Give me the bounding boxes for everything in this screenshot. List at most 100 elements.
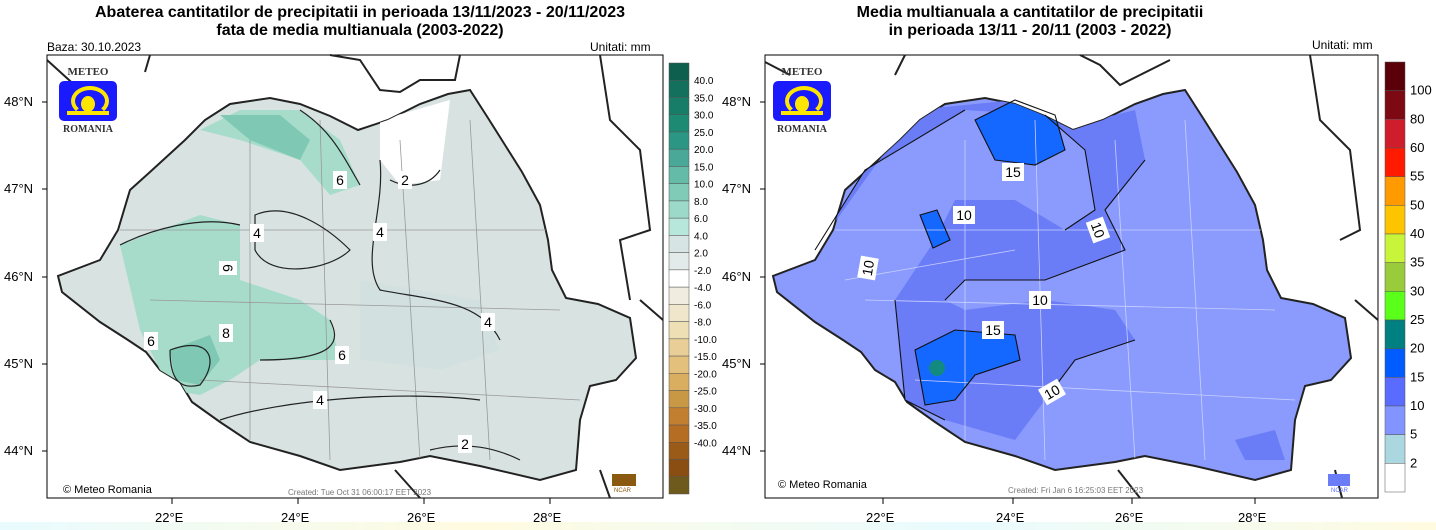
colorbar-swatch <box>668 407 690 426</box>
colorbar-label: -2.0 <box>694 266 712 277</box>
lon-label: 22°E <box>155 510 184 525</box>
colorbar-label: 100 <box>1410 83 1432 98</box>
colorbar-label: 20.0 <box>694 145 714 156</box>
colorbar-label: 60 <box>1410 140 1424 155</box>
contour-label: 2 <box>401 172 409 188</box>
colorbar-swatch <box>668 424 690 443</box>
colorbar-swatch <box>668 114 690 133</box>
contour-label: 4 <box>253 225 261 241</box>
colorbar-label: 20 <box>1410 341 1424 356</box>
contour-label: 10 <box>1041 381 1063 403</box>
colorbar-swatch <box>668 79 690 98</box>
contour-label: 10 <box>859 259 877 277</box>
colorbar-swatch <box>668 321 690 340</box>
colorbar-swatch <box>668 252 690 271</box>
left-map: 6 2 4 4 6 8 6 6 4 4 2 <box>42 54 664 504</box>
logo-bottom-text: ROMANIA <box>63 124 113 135</box>
lat-label: 45°N <box>4 356 34 371</box>
left-title-line1: Abaterea cantitatilor de precipitatii in… <box>94 4 626 21</box>
lon-label: 28°E <box>1238 510 1267 525</box>
left-contours <box>119 109 521 461</box>
colorbar-label: -20.0 <box>694 369 717 380</box>
lon-label: 26°E <box>1115 510 1144 525</box>
colorbar-swatch <box>1384 405 1406 435</box>
colorbar-swatch <box>1384 262 1406 292</box>
colorbar-swatch <box>668 269 690 288</box>
colorbar-label: 8.0 <box>694 197 708 208</box>
colorbar-label: 15.0 <box>694 162 714 173</box>
ncar-text-left: NCAR <box>614 488 632 494</box>
left-colorbar: 40.0 35.0 30.0 25.0 20.0 15.0 10.0 8.0 6.0 4.0 2.0… <box>668 62 717 495</box>
neighbor-borders <box>46 54 664 499</box>
logo-icon <box>773 81 831 121</box>
colorbar-label: 2.0 <box>694 249 708 260</box>
colorbar-label: 10.0 <box>694 180 714 191</box>
contour-label: 4 <box>376 224 384 240</box>
colorbar-swatch <box>1384 176 1406 206</box>
colorbar-swatch <box>1384 61 1406 91</box>
meteo-logo-left: METEO ROMANIA <box>56 66 120 135</box>
colorbar-label: -40.0 <box>694 438 717 449</box>
contour-label: 10 <box>1088 220 1108 240</box>
contour-label: 6 <box>336 172 344 188</box>
contour-label: 4 <box>484 314 492 330</box>
colorbar-swatch <box>1384 147 1406 177</box>
ncar-logo-left <box>612 474 636 486</box>
contour-label: 4 <box>316 392 324 408</box>
colorbar-swatch <box>1384 319 1406 349</box>
logo-icon <box>59 81 117 121</box>
created-right: Created: Fri Jan 6 16:25:03 EET 2023 <box>1008 486 1144 495</box>
created-left: Created: Tue Oct 31 06:00:17 EET 2023 <box>288 488 432 497</box>
lat-label: 44°N <box>722 443 752 458</box>
colorbar-swatch <box>668 476 690 495</box>
contour-label: 15 <box>1005 164 1021 180</box>
colorbar-label: -25.0 <box>694 387 717 398</box>
colorbar-label: 4.0 <box>694 231 708 242</box>
right-colorbar: 100 80 60 55 50 40 35 30 25 20 15 10 5 2 <box>1384 61 1432 493</box>
colorbar-label: 80 <box>1410 111 1424 126</box>
colorbar-swatch <box>1384 434 1406 464</box>
colorbar-swatch <box>1384 205 1406 235</box>
colorbar-swatch <box>668 355 690 374</box>
lat-label: 45°N <box>722 356 752 371</box>
colorbar-swatch <box>668 183 690 202</box>
logo-top-text: METEO <box>781 66 823 78</box>
colorbar-label: 40 <box>1410 226 1424 241</box>
colorbar-swatch <box>668 97 690 115</box>
colorbar-swatch <box>668 217 690 236</box>
colorbar-swatch <box>668 286 690 305</box>
left-units-label: Unitati: mm <box>590 40 651 54</box>
lon-label: 22°E <box>866 510 895 525</box>
colorbar-label: 10 <box>1410 398 1424 413</box>
ncar-text-right: NCAR <box>1331 488 1349 494</box>
copyright-right: © Meteo Romania <box>778 479 867 491</box>
colorbar-swatch <box>1384 377 1406 407</box>
colorbar-label: 40.0 <box>694 76 714 87</box>
colorbar-label: 30.0 <box>694 111 714 122</box>
colorbar-swatch <box>1384 463 1406 493</box>
colorbar-swatch <box>668 62 690 81</box>
colorbar-swatch <box>1384 233 1406 263</box>
base-date-label: Baza: 30.10.2023 <box>47 40 142 54</box>
colorbar-label: 50 <box>1410 197 1424 212</box>
contour-label: 6 <box>147 333 155 349</box>
left-anomaly-areas <box>60 90 581 461</box>
colorbar-swatch <box>668 235 690 253</box>
colorbar-label: -35.0 <box>694 421 717 432</box>
romania-right <box>772 89 1352 481</box>
colorbar-label: 6.0 <box>694 214 708 225</box>
right-contour-labels: 15 10 10 10 10 15 10 <box>857 163 1111 406</box>
left-title-line2: fata de media multianuala (2003-2022) <box>216 22 504 39</box>
logo-bottom-text: ROMANIA <box>777 124 827 135</box>
colorbar-swatch <box>1384 348 1406 378</box>
lon-label: 28°E <box>533 510 562 525</box>
lat-label: 44°N <box>4 443 34 458</box>
contour-label: 10 <box>1032 292 1048 308</box>
colorbar-label: -4.0 <box>694 283 712 294</box>
colorbar-label: 35 <box>1410 255 1424 270</box>
colorbar-swatch <box>1384 119 1406 149</box>
meteo-logo-right: METEO ROMANIA <box>770 66 834 135</box>
lat-label: 47°N <box>4 181 34 196</box>
colorbar-label: -10.0 <box>694 335 717 346</box>
